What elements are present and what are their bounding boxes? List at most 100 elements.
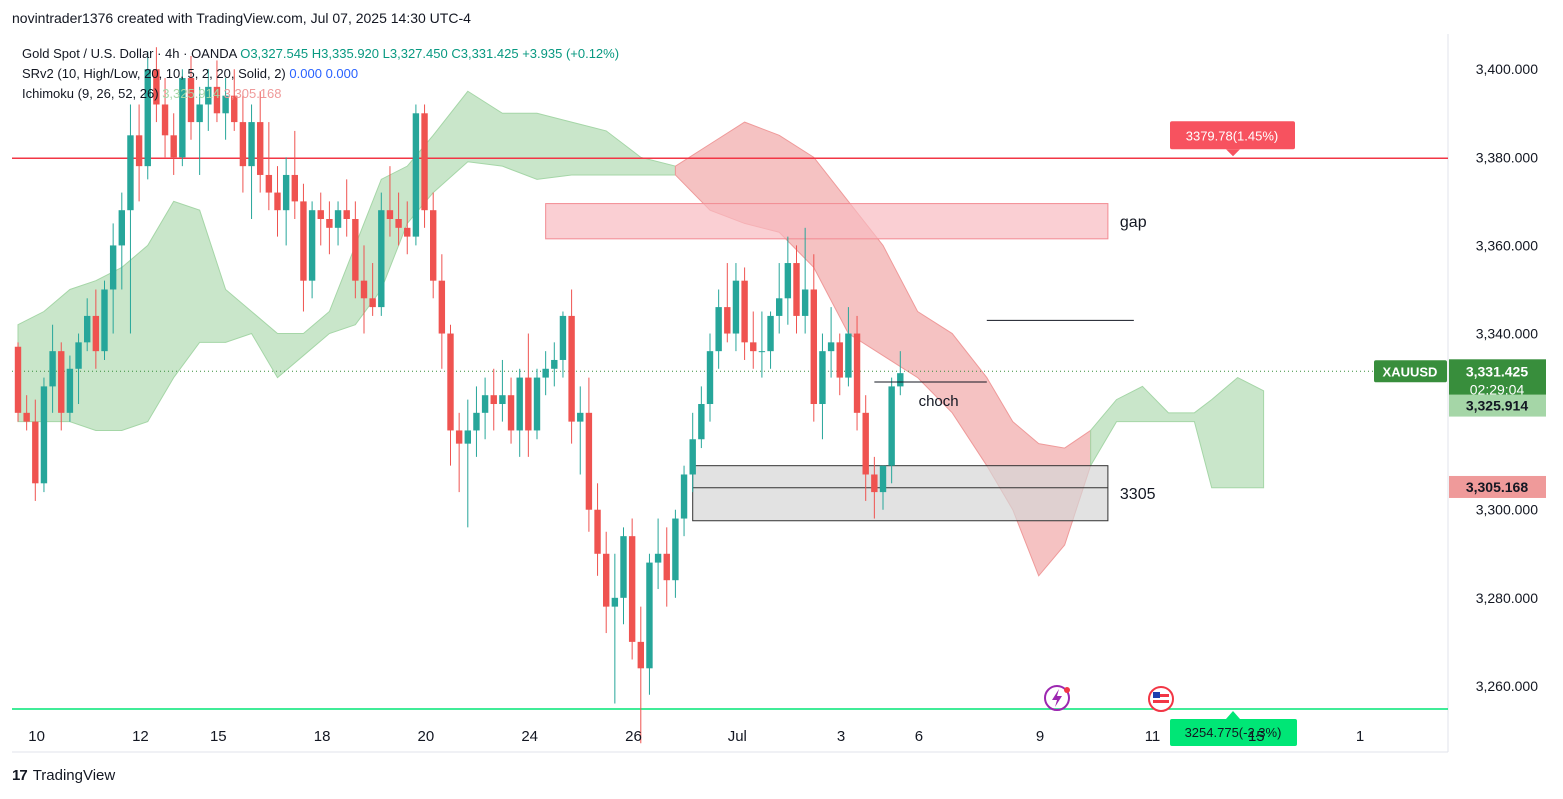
candle-body-93	[819, 351, 826, 405]
last-price-box	[1449, 359, 1546, 402]
candle-body-102	[897, 373, 904, 387]
symbol-badge-box	[1374, 360, 1447, 383]
candle-body-56	[499, 395, 506, 405]
chart-legend: Gold Spot / U.S. Dollar · 4h · OANDA O3,…	[22, 44, 619, 104]
gap-label: gap	[1120, 214, 1147, 231]
candle-body-80	[706, 351, 714, 405]
legend-close: C3,331.425	[451, 46, 519, 61]
candle-body-90	[793, 263, 800, 316]
legend-symbol[interactable]: Gold Spot / U.S. Dollar · 4h · OANDA	[22, 46, 237, 61]
y-tick-label: 3,340.000	[1476, 326, 1538, 342]
candle-body-55	[490, 395, 497, 405]
x-tick-label: 6	[915, 728, 923, 745]
y-tick-label: 3,260.000	[1476, 678, 1538, 694]
symbol-badge: XAUUSD	[1383, 364, 1438, 379]
support-zone-label: 3305	[1120, 486, 1156, 503]
x-tick-label: 15	[210, 728, 227, 745]
candle-body-66	[585, 412, 593, 510]
y-tick-label: 3,400.000	[1476, 61, 1538, 77]
candle-body-43	[386, 210, 394, 220]
x-tick-label: 9	[1036, 728, 1044, 745]
tenkan-price-label: 3,325.914	[1466, 398, 1528, 414]
candle-body-51	[455, 430, 463, 444]
y-tick-label: 3,300.000	[1476, 502, 1538, 518]
candle-body-26	[239, 122, 247, 167]
flag-canton-icon	[1153, 692, 1160, 698]
candle-body-63	[559, 315, 567, 360]
candle-body-49	[438, 280, 446, 334]
legend-open: O3,327.545	[240, 46, 309, 61]
tenkan-price-box	[1449, 394, 1546, 417]
candle-body-37	[334, 210, 342, 228]
legend-srv2-value-2: 0.000	[325, 66, 359, 81]
resistance-label-box	[1170, 121, 1295, 150]
candle-body-35	[317, 210, 324, 220]
x-tick-label: 24	[521, 728, 538, 745]
resistance-label: 3379.78(1.45%)	[1186, 128, 1279, 143]
legend-ichimoku-row[interactable]: Ichimoku (9, 26, 52, 26) 3,325.914 3,305…	[22, 84, 619, 104]
candle-body-11	[109, 245, 117, 290]
candle-body-30	[274, 192, 281, 211]
candle-body-13	[127, 135, 134, 211]
footer-brand-label: TradingView	[32, 767, 116, 784]
candle-body-73	[646, 562, 653, 669]
candle-body-21	[196, 104, 203, 123]
legend-srv2-row[interactable]: SRv2 (10, High/Low, 20, 10, 5, 2, 20, So…	[22, 64, 619, 84]
candle-body-44	[395, 219, 402, 228]
annotation-label-0: choch	[919, 393, 959, 410]
candle-body-47	[421, 113, 428, 211]
candle-body-65	[577, 412, 584, 422]
candle-body-86	[758, 351, 766, 353]
candle-body-57	[507, 395, 515, 431]
flag-stripe-icon	[1153, 694, 1169, 697]
candle-body-31	[282, 174, 290, 211]
candle-body-28	[257, 122, 264, 175]
candle-body-27	[248, 122, 255, 167]
zone-layer: gap 3305	[545, 203, 1156, 522]
lightning-event-icon	[1044, 685, 1070, 711]
kijun-price-label: 3,305.168	[1466, 479, 1528, 495]
support-zone-box	[692, 465, 1109, 522]
candle-body-84	[741, 280, 748, 343]
axis-layer: 3,400.000 3,380.000 3,360.000 3,340.000 3,30…	[28, 61, 1538, 745]
legend-srv2-label: SRv2 (10, High/Low, 20, 10, 5, 2, 20, So…	[22, 66, 286, 81]
footer-brand[interactable]: 17 TradingView	[12, 767, 115, 784]
candle-body-6	[66, 368, 74, 413]
candle-body-39	[352, 219, 359, 281]
candle-body-76	[672, 518, 679, 581]
candle-body-85	[750, 342, 757, 352]
candle-layer	[14, 47, 904, 744]
support-label: 3254.775(-2.3%)	[1185, 725, 1282, 740]
candle-body-29	[265, 174, 273, 193]
candle-body-7	[75, 342, 82, 369]
legend-change: +3.935 (+0.12%)	[522, 46, 620, 61]
candle-body-98	[862, 412, 869, 475]
candle-body-88	[776, 298, 783, 316]
candle-body-87	[767, 315, 774, 352]
candle-body-99	[871, 474, 878, 493]
x-tick-label: 3	[837, 728, 845, 745]
candle-body-91	[801, 289, 809, 316]
legend-symbol-row: Gold Spot / U.S. Dollar · 4h · OANDA O3,…	[22, 44, 619, 64]
candle-body-36	[326, 219, 333, 228]
legend-ichimoku-label: Ichimoku (9, 26, 52, 26)	[22, 86, 159, 101]
candle-body-34	[308, 210, 316, 281]
candle-body-54	[481, 395, 489, 413]
support-label-pointer	[1226, 710, 1240, 719]
candle-body-77	[680, 474, 688, 519]
legend-low: L3,327.450	[382, 46, 448, 61]
lightning-bolt-icon	[1052, 689, 1062, 707]
candle-body-100	[879, 465, 887, 493]
x-tick-label: 11	[1145, 728, 1161, 745]
candle-body-82	[724, 307, 731, 334]
tradingview-logo-icon: 17	[12, 767, 28, 784]
candle-body-4	[49, 351, 56, 387]
legend-ichimoku-value-2: 3,305.168	[223, 86, 282, 101]
x-tick-label: 10	[28, 728, 45, 745]
candle-body-41	[369, 298, 376, 308]
candle-body-22	[205, 86, 212, 105]
candle-body-25	[231, 95, 238, 123]
candle-body-10	[101, 289, 108, 352]
candle-body-68	[603, 553, 610, 607]
